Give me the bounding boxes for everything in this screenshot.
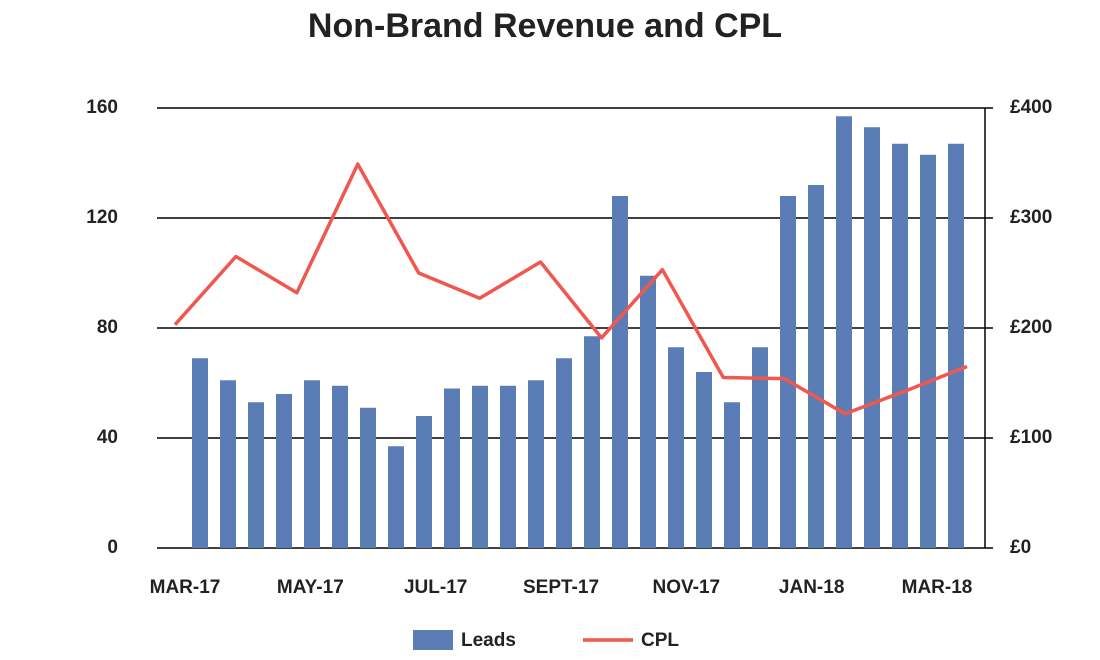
bar: [584, 336, 600, 548]
x-tick-label: MAY-17: [277, 577, 344, 598]
bar: [276, 394, 292, 548]
bar: [444, 388, 460, 548]
bar: [304, 380, 320, 548]
y-tick-label: 80: [97, 317, 118, 338]
bar: [836, 116, 852, 548]
y2-tick-label: £100: [1010, 427, 1052, 448]
bar: [556, 358, 572, 548]
x-tick-label: MAR-17: [150, 577, 221, 598]
x-tick-label: JUL-17: [404, 577, 467, 598]
y2-tick-label: £400: [1010, 97, 1052, 118]
y2-tick-label: £0: [1010, 537, 1031, 558]
x-tick-label: JAN-18: [779, 577, 844, 598]
bar: [416, 416, 432, 548]
bar: [948, 143, 964, 548]
bar: [528, 380, 544, 548]
bar: [332, 385, 348, 548]
bar: [780, 196, 796, 548]
bar: [360, 407, 376, 548]
legend-swatch: [413, 630, 453, 650]
x-tick-label: NOV-17: [653, 577, 721, 598]
chart-title: Non-Brand Revenue and CPL: [308, 7, 782, 45]
legend-label: CPL: [641, 630, 679, 651]
y-tick-label: 40: [97, 427, 118, 448]
bar: [220, 380, 236, 548]
bar: [808, 185, 824, 548]
bar: [864, 127, 880, 548]
bar: [752, 347, 768, 548]
bar: [248, 402, 264, 548]
bar: [892, 143, 908, 548]
bar: [696, 372, 712, 548]
bar: [388, 446, 404, 548]
y-tick-label: 160: [86, 97, 118, 118]
bar: [472, 385, 488, 548]
bar: [192, 358, 208, 548]
bar: [668, 347, 684, 548]
y2-tick-label: £300: [1010, 207, 1052, 228]
bar: [920, 154, 936, 548]
x-tick-label: MAR-18: [902, 577, 973, 598]
y-tick-label: 0: [107, 537, 118, 558]
bar: [640, 275, 656, 548]
line: [173, 162, 968, 416]
x-tick-label: SEPT-17: [523, 577, 599, 598]
y2-tick-label: £200: [1010, 317, 1052, 338]
y-tick-label: 120: [86, 207, 118, 228]
bar: [724, 402, 740, 548]
bar: [612, 196, 628, 548]
legend-label: Leads: [461, 630, 516, 651]
bar: [500, 385, 516, 548]
